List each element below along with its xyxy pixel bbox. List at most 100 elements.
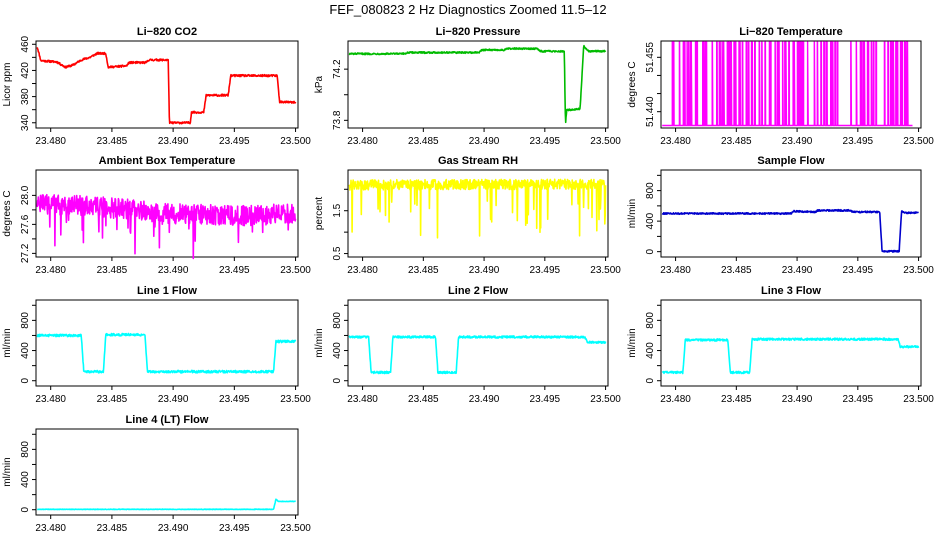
x-tick-label: 23.495 [530, 136, 561, 147]
panel-line-1-flow: Line 1 Flow ml/min 23.480 23.485 23.490 23.49… [2, 285, 311, 405]
y-tick-label: 400 [20, 471, 31, 488]
y-axis-label: Licor ppm [2, 63, 13, 107]
x-tick-label: 23.490 [158, 394, 189, 405]
y-tick-label: 460 [20, 35, 31, 52]
panel-li-820-co2: Li−820 CO2 Licor ppm 23.480 23.485 23.490 23.… [2, 26, 311, 147]
x-tick-label: 23.485 [408, 265, 439, 276]
y-tick-label: 400 [645, 342, 656, 359]
panel-title: Gas Stream RH [438, 155, 518, 167]
y-axis-label: degrees C [627, 61, 638, 107]
x-tick-label: 23.485 [97, 523, 128, 534]
series-line [661, 337, 920, 375]
y-tick-label: 0 [20, 507, 31, 513]
panel-line-4-lt-flow: Line 4 (LT) Flow ml/min 23.480 23.485 23.490… [2, 414, 311, 534]
y-tick-label: 0 [332, 378, 343, 384]
plot-box [347, 169, 609, 258]
x-tick-label: 23.485 [97, 136, 128, 147]
panel-title: Line 4 (LT) Flow [126, 414, 209, 426]
y-tick-label: 28.0 [20, 185, 31, 205]
y-tick-label: 73.8 [332, 110, 343, 130]
panel-title: Li−820 Temperature [739, 26, 842, 38]
x-tick-label: 23.490 [158, 523, 189, 534]
y-tick-label: 800 [20, 312, 31, 329]
y-tick-label: 27.2 [20, 243, 31, 263]
y-tick-label: 74.2 [332, 59, 343, 79]
y-tick-label: 51.455 [645, 42, 656, 73]
x-tick-label: 23.480 [35, 265, 66, 276]
panel-ambient-box-temperature: Ambient Box Temperature degrees C 23.480 23… [2, 155, 311, 276]
y-tick-label: 0 [645, 378, 656, 384]
panel-title: Ambient Box Temperature [99, 155, 236, 167]
x-tick-label: 23.480 [35, 136, 66, 147]
panel-title: Line 2 Flow [448, 285, 508, 297]
plot-box [35, 169, 299, 258]
series-line [36, 332, 297, 374]
x-tick-label: 23.500 [280, 394, 311, 405]
y-tick-label: 1.5 [332, 203, 343, 217]
x-tick-label: 23.490 [782, 265, 813, 276]
y-axis-label: ml/min [627, 199, 638, 228]
x-tick-label: 23.490 [469, 265, 500, 276]
series-line [348, 335, 607, 375]
y-tick-label: 400 [20, 342, 31, 359]
x-tick-label: 23.500 [590, 265, 621, 276]
x-tick-label: 23.480 [660, 394, 691, 405]
x-tick-label: 23.480 [35, 523, 66, 534]
y-tick-label: 27.6 [20, 214, 31, 234]
plot-box [35, 40, 299, 129]
panel-sample-flow: Sample Flow ml/min 23.480 23.485 23.490 23.49… [627, 155, 934, 276]
figure-title: FEF_080823 2 Hz Diagnostics Zoomed 11.5–… [329, 2, 606, 17]
plot-box [660, 299, 922, 387]
y-tick-label: 800 [645, 312, 656, 329]
x-tick-label: 23.500 [280, 523, 311, 534]
x-tick-label: 23.500 [903, 394, 934, 405]
x-tick-label: 23.490 [782, 136, 813, 147]
x-tick-label: 23.480 [660, 136, 691, 147]
y-tick-label: 51.440 [645, 96, 656, 127]
y-axis-label: ml/min [627, 328, 638, 357]
x-tick-label: 23.485 [721, 394, 752, 405]
x-tick-label: 23.480 [347, 136, 378, 147]
x-tick-label: 23.485 [408, 136, 439, 147]
series-line [661, 208, 920, 253]
x-tick-label: 23.485 [721, 265, 752, 276]
panel-gas-stream-rh: Gas Stream RH percent 23.480 23.485 23.490 23… [314, 155, 621, 276]
y-axis-label: degrees C [2, 190, 13, 236]
x-tick-label: 23.480 [35, 394, 66, 405]
plot-box [660, 40, 922, 129]
series-line [662, 41, 913, 127]
panel-title: Line 3 Flow [761, 285, 821, 297]
x-tick-label: 23.500 [590, 394, 621, 405]
plot-box [347, 299, 609, 387]
x-tick-label: 23.485 [721, 136, 752, 147]
x-tick-label: 23.500 [280, 136, 311, 147]
y-tick-label: 800 [20, 441, 31, 458]
y-tick-label: 420 [20, 62, 31, 79]
y-tick-label: 800 [645, 182, 656, 199]
x-tick-label: 23.490 [469, 136, 500, 147]
x-tick-label: 23.480 [347, 394, 378, 405]
x-tick-label: 23.495 [219, 136, 250, 147]
x-tick-label: 23.495 [219, 394, 250, 405]
plot-box [347, 40, 609, 129]
series-line [36, 47, 297, 125]
y-tick-label: 400 [332, 342, 343, 359]
x-tick-label: 23.495 [843, 265, 874, 276]
y-tick-label: 380 [20, 88, 31, 105]
x-tick-label: 23.495 [530, 394, 561, 405]
x-tick-label: 23.500 [903, 136, 934, 147]
panel-title: Li−820 CO2 [137, 26, 197, 38]
panel-li-820-pressure: Li−820 Pressure kPa 23.480 23.485 23.490 23.4… [314, 26, 621, 147]
panel-title: Li−820 Pressure [436, 26, 521, 38]
x-tick-label: 23.495 [843, 394, 874, 405]
x-tick-label: 23.490 [782, 394, 813, 405]
panel-title: Sample Flow [757, 155, 825, 167]
series-line [36, 193, 297, 260]
panel-line-3-flow: Line 3 Flow ml/min 23.480 23.485 23.490 23.49… [627, 285, 934, 405]
x-tick-label: 23.480 [660, 265, 691, 276]
panel-title: Line 1 Flow [137, 285, 197, 297]
series-line [348, 178, 607, 239]
series-line [348, 44, 607, 124]
